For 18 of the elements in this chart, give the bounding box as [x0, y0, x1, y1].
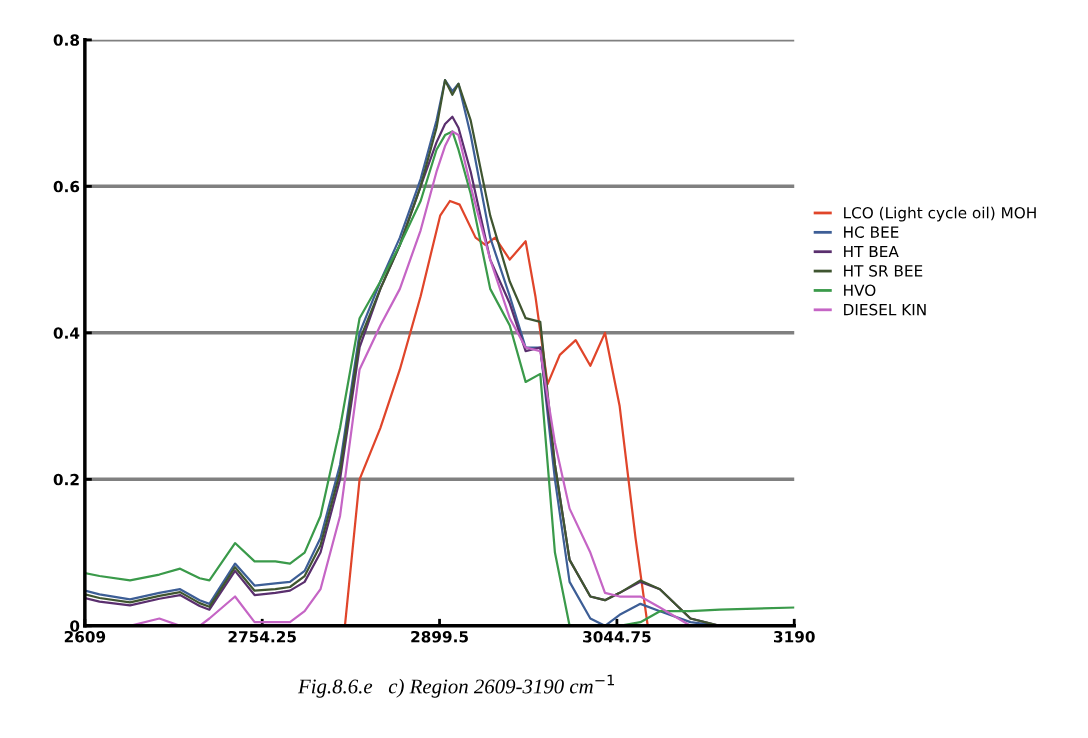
legend-label: HT BEA	[844, 245, 899, 258]
x-tick-label: 2899.5	[411, 630, 468, 643]
line-series	[343, 199, 649, 626]
y-tick-label: 0.8	[53, 34, 80, 46]
y-tick-label: 0.2	[53, 473, 79, 486]
x-tick-label: 2609	[64, 630, 106, 643]
legend-label: DIESEL KIN	[844, 303, 926, 316]
y-tick-label: 0.4	[53, 327, 80, 339]
x-tick-label: 3190	[774, 630, 815, 643]
legend-label: HT SR BEE	[844, 265, 923, 277]
y-tick-label: 0	[70, 620, 80, 632]
legend-label: LCO (Light cycle oil) MOH	[844, 206, 1036, 222]
legend-label: HVO	[844, 284, 876, 297]
y-tick-label: 0.6	[53, 180, 80, 193]
x-tick-label: 3044.75	[583, 630, 651, 643]
caption: Fig.8.6.e c) Region 2609-3190 cm$^{−1}$	[297, 674, 614, 698]
legend-label: HC BEE	[844, 226, 899, 238]
x-tick-label: 2754.25	[228, 630, 296, 643]
